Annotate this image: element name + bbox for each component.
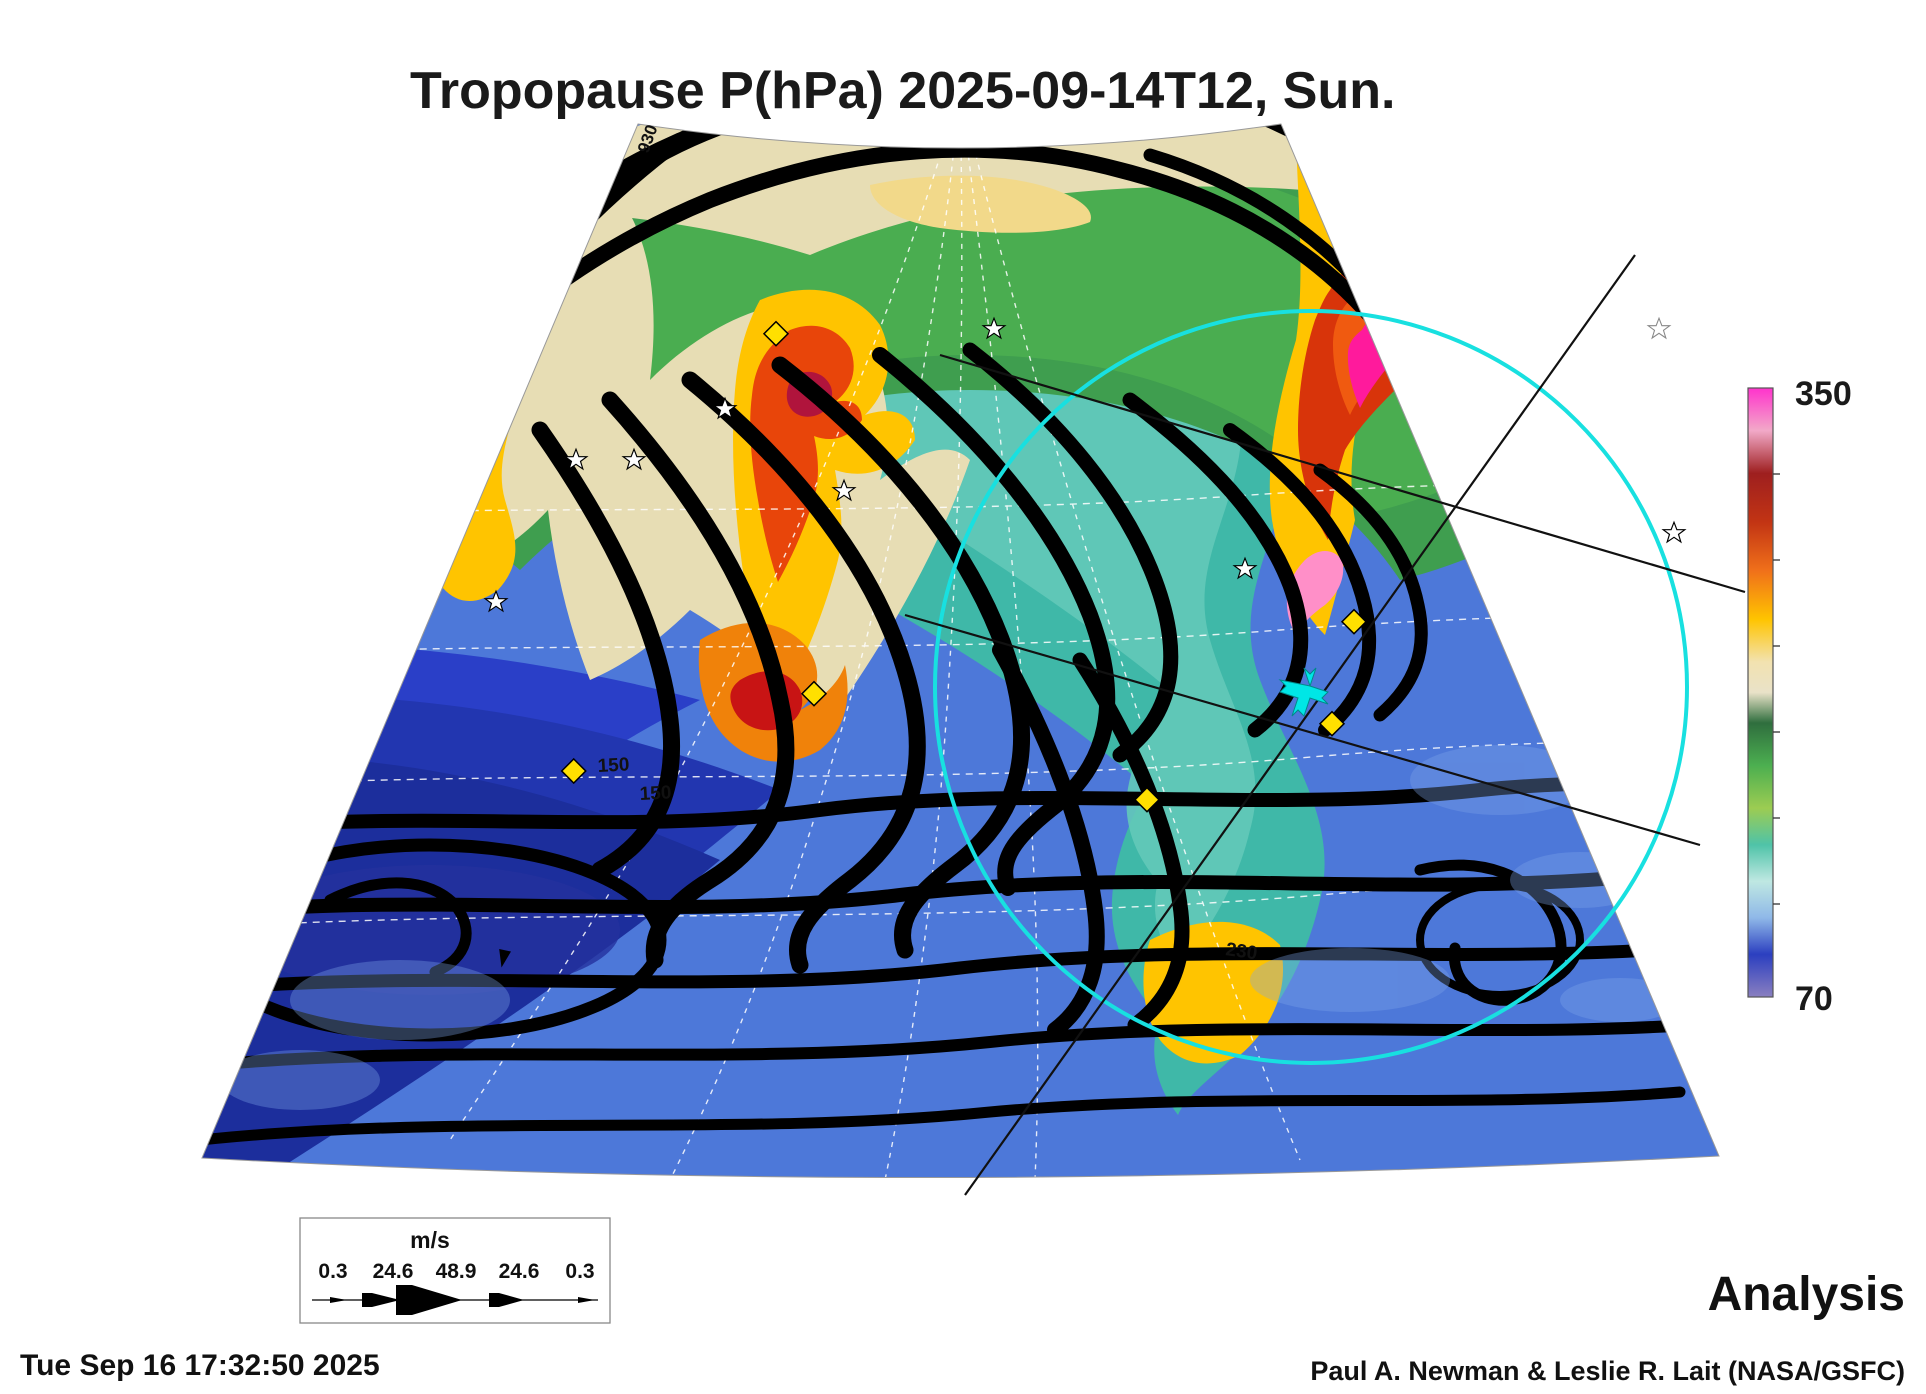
svg-text:150: 150 [597, 754, 630, 777]
svg-text:48.9: 48.9 [436, 1260, 477, 1283]
svg-text:70: 70 [1795, 980, 1833, 1018]
svg-text:0.3: 0.3 [565, 1260, 594, 1283]
svg-text:350: 350 [1795, 375, 1852, 413]
svg-text:0.3: 0.3 [318, 1260, 347, 1283]
svg-text:Tropopause P(hPa) 2025-09-14T1: Tropopause P(hPa) 2025-09-14T12, Sun. [410, 62, 1395, 120]
svg-text:24.6: 24.6 [499, 1260, 540, 1283]
svg-text:Analysis: Analysis [1708, 1268, 1905, 1321]
svg-text:230: 230 [1224, 939, 1258, 964]
svg-text:Tue Sep 16 17:32:50 2025: Tue Sep 16 17:32:50 2025 [20, 1349, 380, 1382]
svg-text:m/s: m/s [410, 1227, 450, 1253]
svg-text:24.6: 24.6 [373, 1260, 414, 1283]
svg-text:Paul A. Newman & Leslie R. Lai: Paul A. Newman & Leslie R. Lait (NASA/GS… [1310, 1356, 1905, 1386]
svg-text:150: 150 [639, 782, 672, 805]
